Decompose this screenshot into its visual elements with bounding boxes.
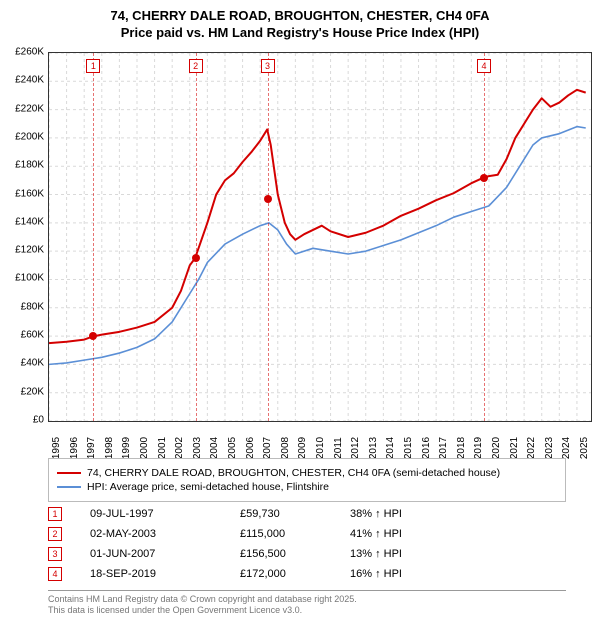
- x-tick-label: 1999: [121, 437, 132, 459]
- fineprint-line-1: Contains HM Land Registry data © Crown c…: [48, 594, 566, 605]
- y-tick-label: £60K: [21, 330, 44, 341]
- x-tick-label: 2001: [157, 437, 168, 459]
- fineprint: Contains HM Land Registry data © Crown c…: [48, 590, 566, 617]
- y-tick-label: £140K: [15, 216, 44, 227]
- fineprint-line-2: This data is licensed under the Open Gov…: [48, 605, 566, 616]
- y-tick-label: £100K: [15, 273, 44, 284]
- transaction-price: £172,000: [240, 568, 350, 580]
- x-tick-label: 2019: [473, 437, 484, 459]
- x-tick-label: 2011: [333, 437, 344, 459]
- transaction-date: 18-SEP-2019: [90, 568, 240, 580]
- legend-text-1: 74, CHERRY DALE ROAD, BROUGHTON, CHESTER…: [87, 467, 500, 479]
- sale-point-1: [89, 332, 97, 340]
- sale-line-3: [268, 53, 269, 421]
- x-tick-label: 2024: [561, 437, 572, 459]
- x-tick-label: 2025: [579, 437, 590, 459]
- x-tick-label: 2012: [350, 437, 361, 459]
- transaction-price: £115,000: [240, 528, 350, 540]
- transaction-date: 01-JUN-2007: [90, 548, 240, 560]
- x-tick-label: 2005: [227, 437, 238, 459]
- sale-line-2: [196, 53, 197, 421]
- y-tick-label: £0: [33, 415, 44, 426]
- transaction-date: 02-MAY-2003: [90, 528, 240, 540]
- x-tick-label: 2013: [368, 437, 379, 459]
- x-tick-label: 1996: [69, 437, 80, 459]
- x-tick-label: 2016: [421, 437, 432, 459]
- title-line-1: 74, CHERRY DALE ROAD, BROUGHTON, CHESTER…: [10, 8, 590, 25]
- x-axis: 1995199619971998199920002001200220032004…: [48, 422, 590, 454]
- x-tick-label: 2021: [509, 437, 520, 459]
- legend-swatch-1: [57, 472, 81, 474]
- x-tick-label: 2020: [491, 437, 502, 459]
- x-tick-label: 2017: [438, 437, 449, 459]
- transaction-marker: 1: [48, 507, 62, 521]
- y-tick-label: £180K: [15, 160, 44, 171]
- y-tick-label: £220K: [15, 103, 44, 114]
- x-tick-label: 2023: [544, 437, 555, 459]
- transaction-price: £59,730: [240, 508, 350, 520]
- x-tick-label: 2004: [209, 437, 220, 459]
- legend-row-2: HPI: Average price, semi-detached house,…: [57, 481, 557, 493]
- sale-point-3: [264, 195, 272, 203]
- y-tick-label: £200K: [15, 131, 44, 142]
- x-tick-label: 2015: [403, 437, 414, 459]
- transaction-marker: 2: [48, 527, 62, 541]
- x-tick-label: 2008: [280, 437, 291, 459]
- y-tick-label: £120K: [15, 245, 44, 256]
- chart-container: 74, CHERRY DALE ROAD, BROUGHTON, CHESTER…: [0, 0, 600, 620]
- transaction-hpi: 41% ↑ HPI: [350, 528, 460, 540]
- legend-text-2: HPI: Average price, semi-detached house,…: [87, 481, 329, 493]
- x-tick-label: 2010: [315, 437, 326, 459]
- plot-area: 1 2 3 4: [48, 52, 592, 422]
- transaction-marker: 3: [48, 547, 62, 561]
- y-tick-label: £160K: [15, 188, 44, 199]
- legend-swatch-2: [57, 486, 81, 488]
- x-tick-label: 2002: [174, 437, 185, 459]
- x-tick-label: 2000: [139, 437, 150, 459]
- y-tick-label: £80K: [21, 301, 44, 312]
- sale-point-4: [480, 174, 488, 182]
- x-tick-label: 1997: [86, 437, 97, 459]
- sale-line-4: [484, 53, 485, 421]
- legend: 74, CHERRY DALE ROAD, BROUGHTON, CHESTER…: [48, 458, 566, 502]
- transaction-hpi: 16% ↑ HPI: [350, 568, 460, 580]
- x-tick-label: 2003: [192, 437, 203, 459]
- sale-marker-4: 4: [477, 59, 491, 73]
- x-tick-label: 2006: [245, 437, 256, 459]
- title-line-2: Price paid vs. HM Land Registry's House …: [10, 25, 590, 42]
- sale-marker-3: 3: [261, 59, 275, 73]
- legend-row-1: 74, CHERRY DALE ROAD, BROUGHTON, CHESTER…: [57, 467, 557, 479]
- sale-marker-2: 2: [189, 59, 203, 73]
- y-tick-label: £20K: [21, 386, 44, 397]
- title-block: 74, CHERRY DALE ROAD, BROUGHTON, CHESTER…: [0, 0, 600, 46]
- y-axis: £0£20K£40K£60K£80K£100K£120K£140K£160K£1…: [0, 52, 46, 420]
- transaction-row: 3 01-JUN-2007£156,50013% ↑ HPI: [48, 544, 566, 564]
- transaction-row: 1 09-JUL-1997£59,73038% ↑ HPI: [48, 504, 566, 524]
- sale-point-2: [192, 254, 200, 262]
- x-tick-label: 2022: [526, 437, 537, 459]
- transaction-hpi: 38% ↑ HPI: [350, 508, 460, 520]
- y-tick-label: £260K: [15, 47, 44, 58]
- x-tick-label: 1998: [104, 437, 115, 459]
- sale-line-1: [93, 53, 94, 421]
- sale-marker-1: 1: [86, 59, 100, 73]
- y-tick-label: £240K: [15, 75, 44, 86]
- y-tick-label: £40K: [21, 358, 44, 369]
- x-tick-label: 2018: [456, 437, 467, 459]
- x-tick-label: 2009: [297, 437, 308, 459]
- transaction-marker: 4: [48, 567, 62, 581]
- transaction-row: 2 02-MAY-2003£115,00041% ↑ HPI: [48, 524, 566, 544]
- transaction-table: 1 09-JUL-1997£59,73038% ↑ HPI 2 02-MAY-2003…: [48, 504, 566, 584]
- x-tick-label: 2007: [262, 437, 273, 459]
- x-tick-label: 2014: [385, 437, 396, 459]
- transaction-row: 4 18-SEP-2019£172,00016% ↑ HPI: [48, 564, 566, 584]
- transaction-hpi: 13% ↑ HPI: [350, 548, 460, 560]
- transaction-price: £156,500: [240, 548, 350, 560]
- chart-svg: [49, 53, 591, 421]
- transaction-date: 09-JUL-1997: [90, 508, 240, 520]
- x-tick-label: 1995: [51, 437, 62, 459]
